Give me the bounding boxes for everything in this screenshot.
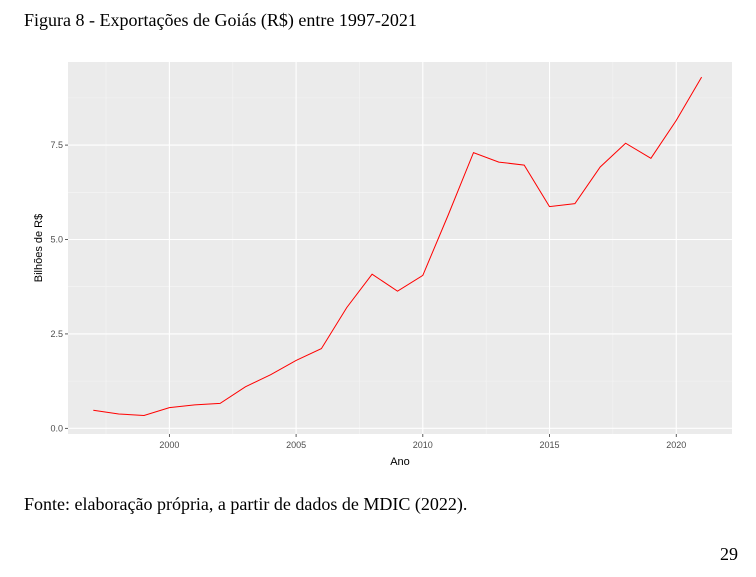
x-tick-label: 2005 (286, 440, 306, 450)
exports-series-line (93, 76, 703, 417)
x-tick-label: 2000 (159, 440, 179, 450)
y-tick-label: 0.0 (50, 423, 63, 433)
y-tick-label: 2.5 (50, 329, 63, 339)
x-tick-label: 2020 (666, 440, 686, 450)
figure-title: Figura 8 - Exportações de Goiás (R$) ent… (24, 10, 417, 30)
minor-gridlines (68, 62, 732, 434)
y-axis-ticks: 0.0 2.5 5.0 7.5 (50, 140, 68, 433)
x-axis-ticks: 2000 2005 2010 2015 2020 (159, 434, 686, 450)
y-tick-label: 5.0 (50, 235, 63, 245)
x-tick-label: 2015 (540, 440, 560, 450)
y-axis-label: Bilhões de R$ (33, 214, 45, 283)
figure-source-note: Fonte: elaboração própria, a partir de d… (24, 494, 468, 514)
y-tick-label: 7.5 (50, 140, 63, 150)
page-number: 29 (720, 544, 738, 564)
x-tick-label: 2010 (413, 440, 433, 450)
plot-panel (68, 62, 732, 434)
x-axis-label: Ano (390, 456, 410, 468)
major-gridlines (68, 62, 732, 434)
series-layer (93, 76, 703, 417)
